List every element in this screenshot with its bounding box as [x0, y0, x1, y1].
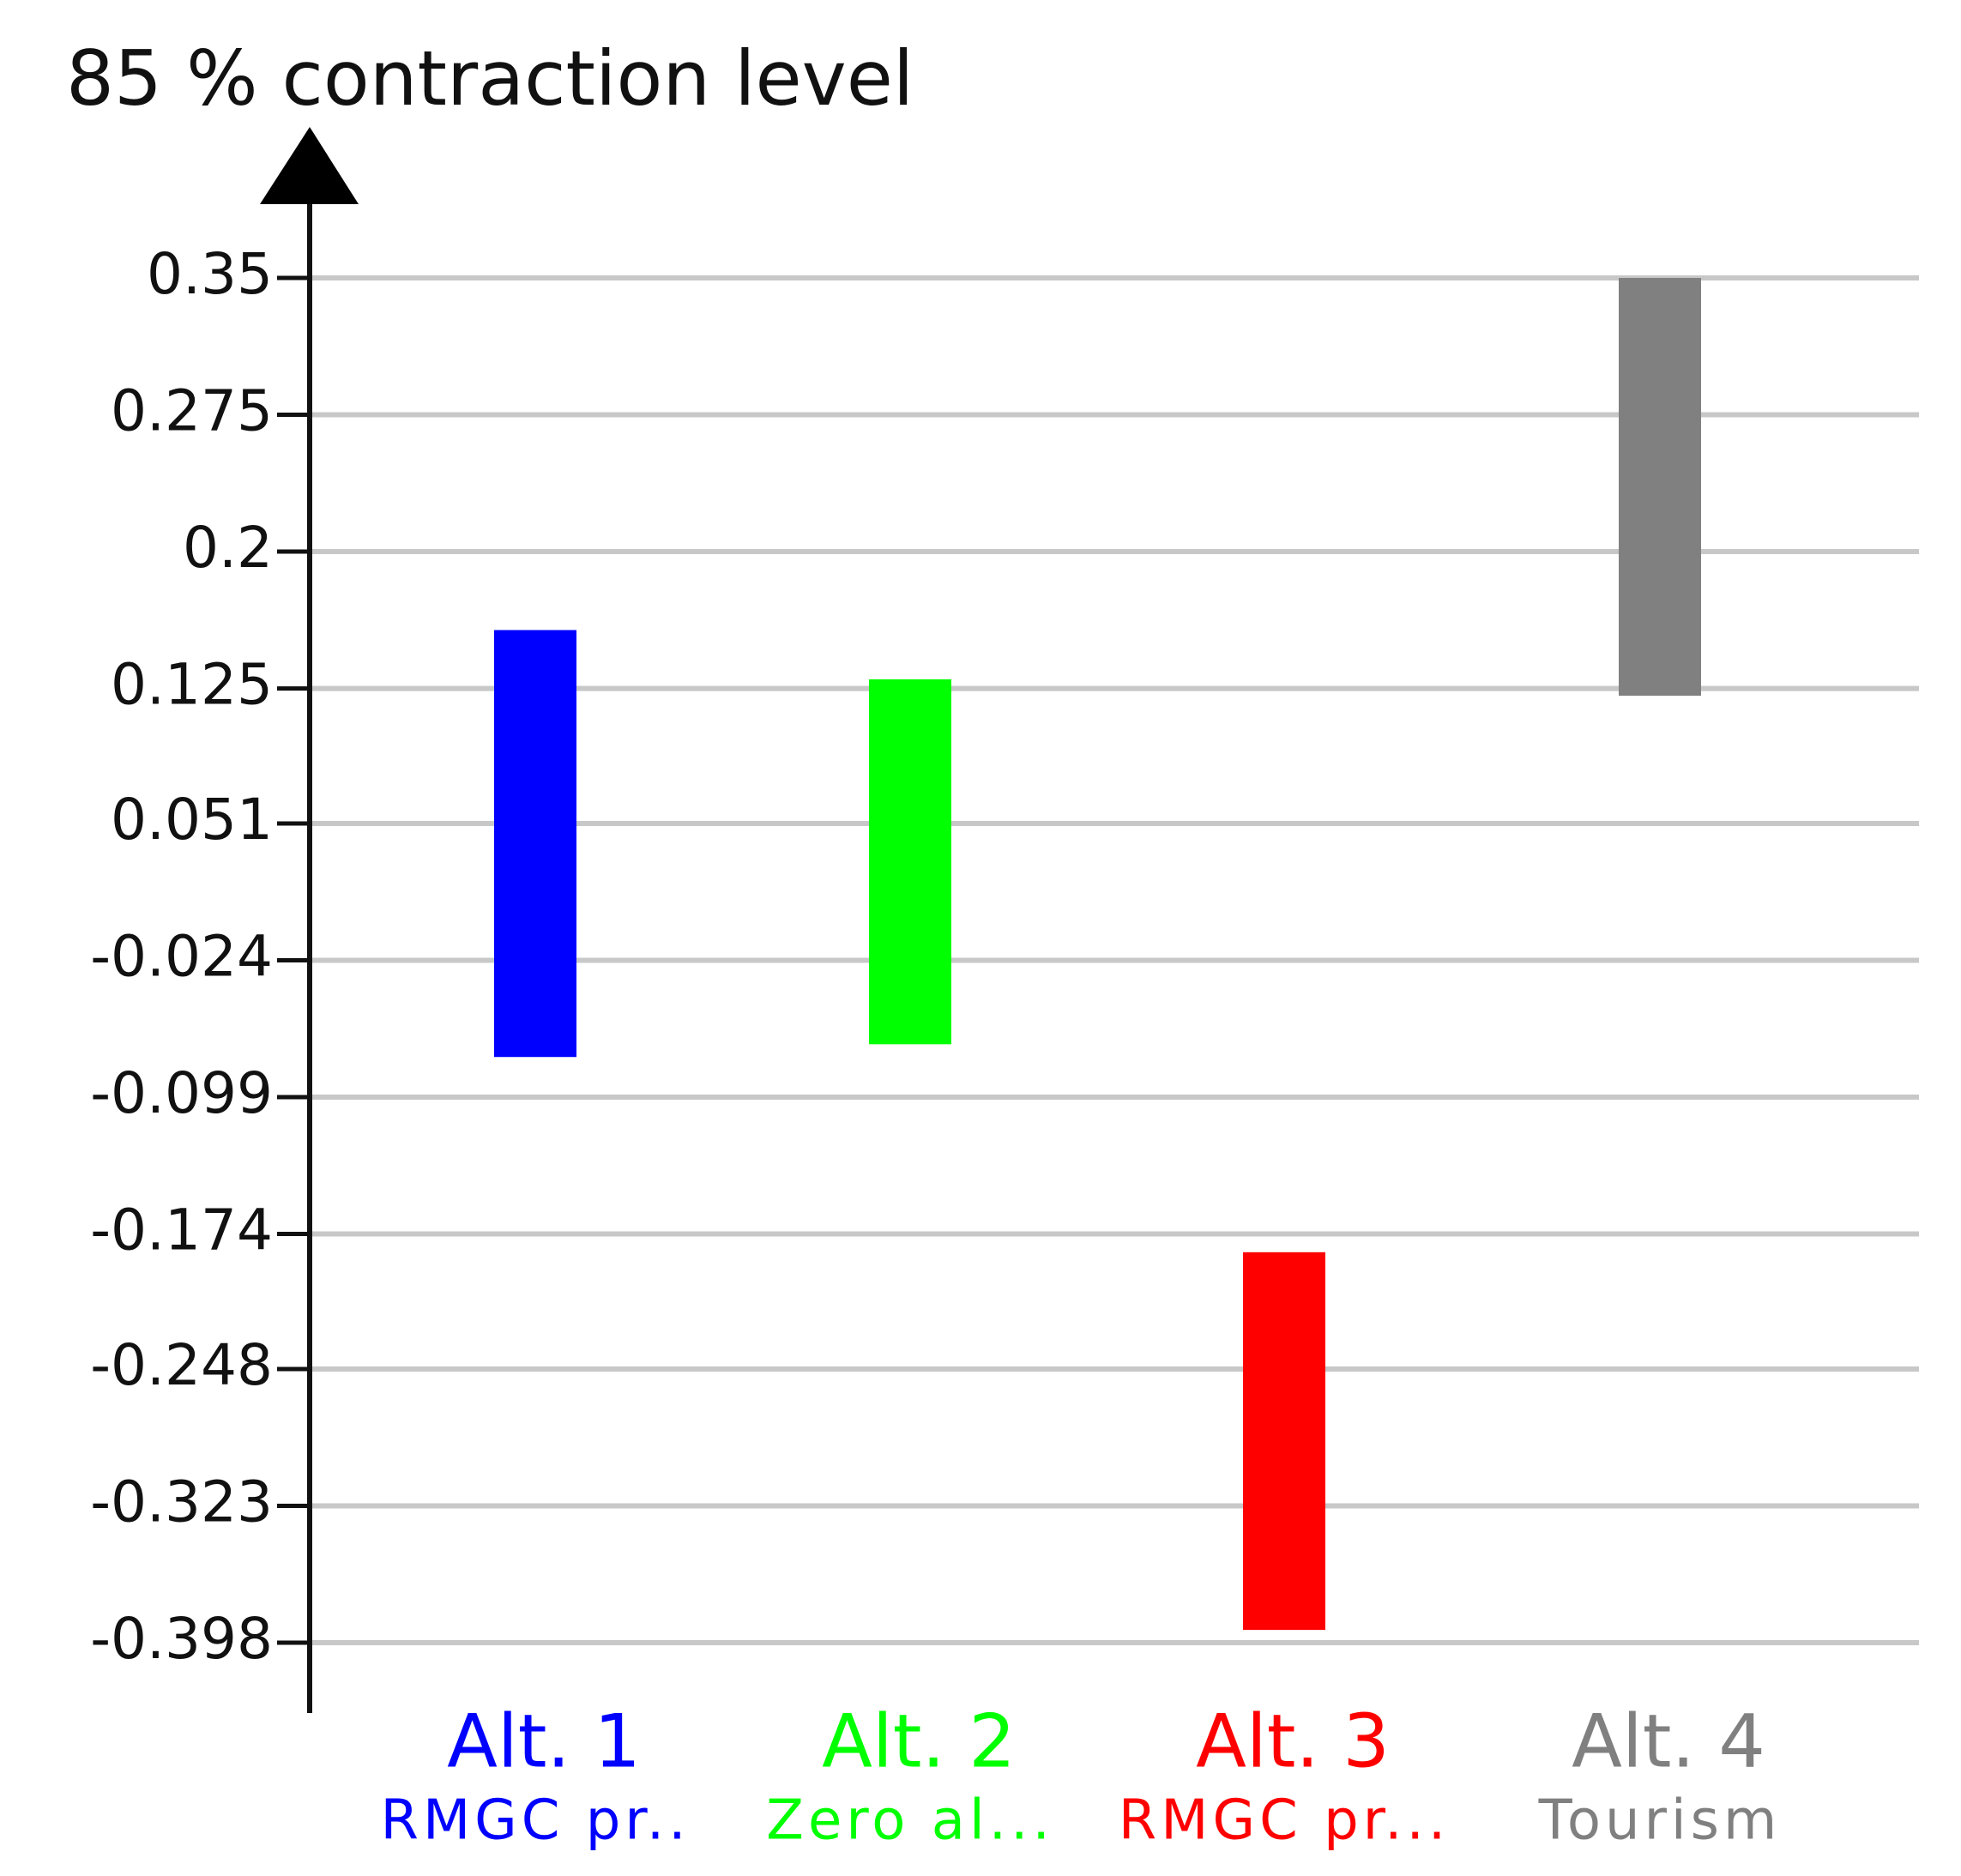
y-tick-label: 0.125 — [111, 652, 273, 718]
x-tick-label: Alt. 2 — [822, 1698, 1016, 1784]
x-tick-label: Alt. 1 — [447, 1698, 641, 1784]
x-sublabel: RMGC pr... — [1119, 1789, 1450, 1853]
bar — [1619, 278, 1701, 697]
y-tick-label: -0.174 — [90, 1197, 273, 1264]
x-sublabel: RMGC pr.. — [380, 1789, 690, 1853]
y-tick-label: 0.2 — [183, 515, 273, 581]
x-tick-label: Alt. 4 — [1572, 1698, 1765, 1784]
x-sublabel: Zero al... — [766, 1789, 1054, 1853]
y-tick-label: 0.051 — [111, 787, 273, 853]
bar — [869, 679, 951, 1045]
bar — [1243, 1252, 1325, 1631]
bar — [494, 630, 576, 1058]
y-tick-label: -0.398 — [90, 1606, 273, 1672]
y-tick-label: -0.024 — [90, 924, 273, 990]
y-tick-label: -0.099 — [90, 1060, 273, 1126]
y-tick-label: 0.35 — [147, 241, 273, 307]
grid — [310, 275, 1919, 1645]
x-sublabel: Tourism — [1538, 1789, 1782, 1853]
y-tick-label: -0.323 — [90, 1469, 273, 1535]
axis-arrow — [260, 127, 359, 204]
y-tick-label: -0.248 — [90, 1332, 273, 1398]
y-tick-label: 0.275 — [111, 378, 273, 444]
x-tick-label: Alt. 3 — [1196, 1698, 1390, 1784]
axis-title: 85 % contraction level — [66, 34, 914, 123]
